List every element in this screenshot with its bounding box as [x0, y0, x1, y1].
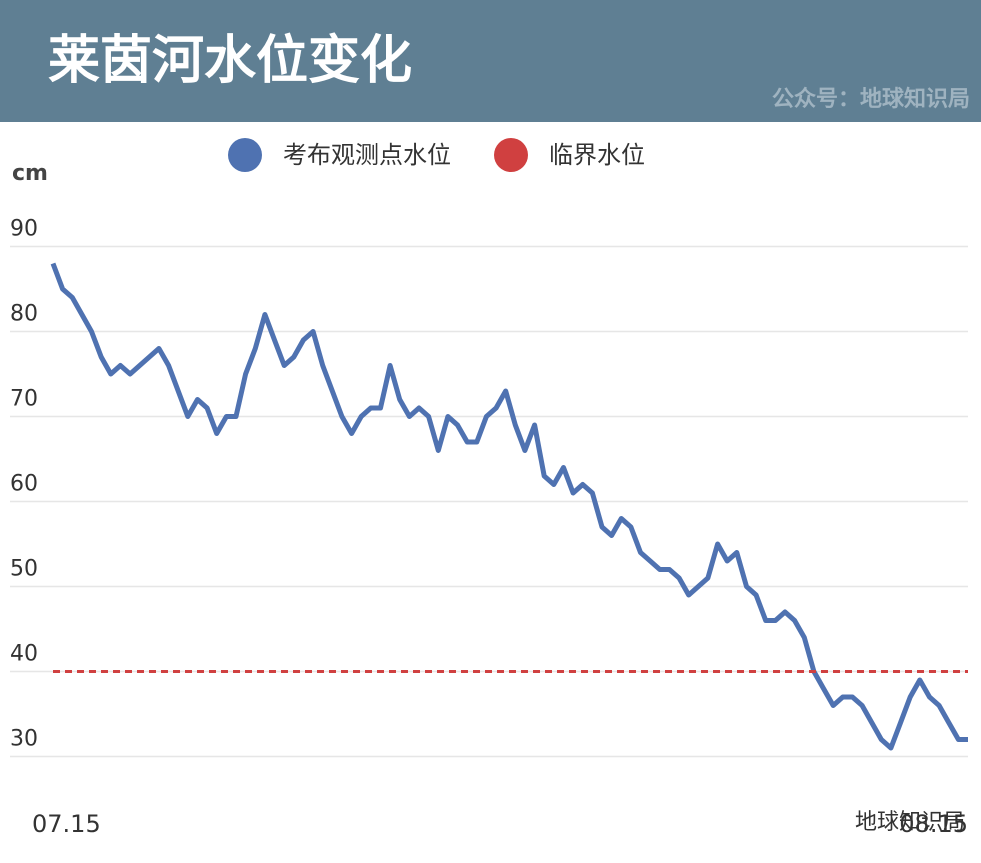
y-tick-label: 40 — [10, 642, 38, 667]
y-tick-label: 90 — [10, 217, 38, 242]
y-tick-label: 30 — [10, 727, 38, 752]
legend-label: 临界水位 — [549, 141, 645, 169]
chart-title: 莱茵河水位变化 — [48, 31, 412, 91]
data-line — [50, 262, 968, 751]
x-tick-label: 07.15 — [32, 810, 101, 838]
watermark: 地球知识局 — [855, 810, 965, 835]
y-tick-label: 50 — [10, 557, 38, 582]
legend-marker — [228, 138, 262, 172]
header-band — [0, 0, 981, 122]
x-tick-label: 08.15 — [899, 810, 968, 838]
y-tick-label: 70 — [10, 387, 38, 412]
legend-marker — [494, 138, 528, 172]
source: 公众号：地球知识局 — [772, 86, 970, 112]
y-tick-label: 80 — [10, 302, 38, 327]
y-unit: cm — [12, 161, 48, 186]
legend-label: 考布观测点水位 — [283, 141, 451, 169]
y-tick-label: 60 — [10, 472, 38, 497]
